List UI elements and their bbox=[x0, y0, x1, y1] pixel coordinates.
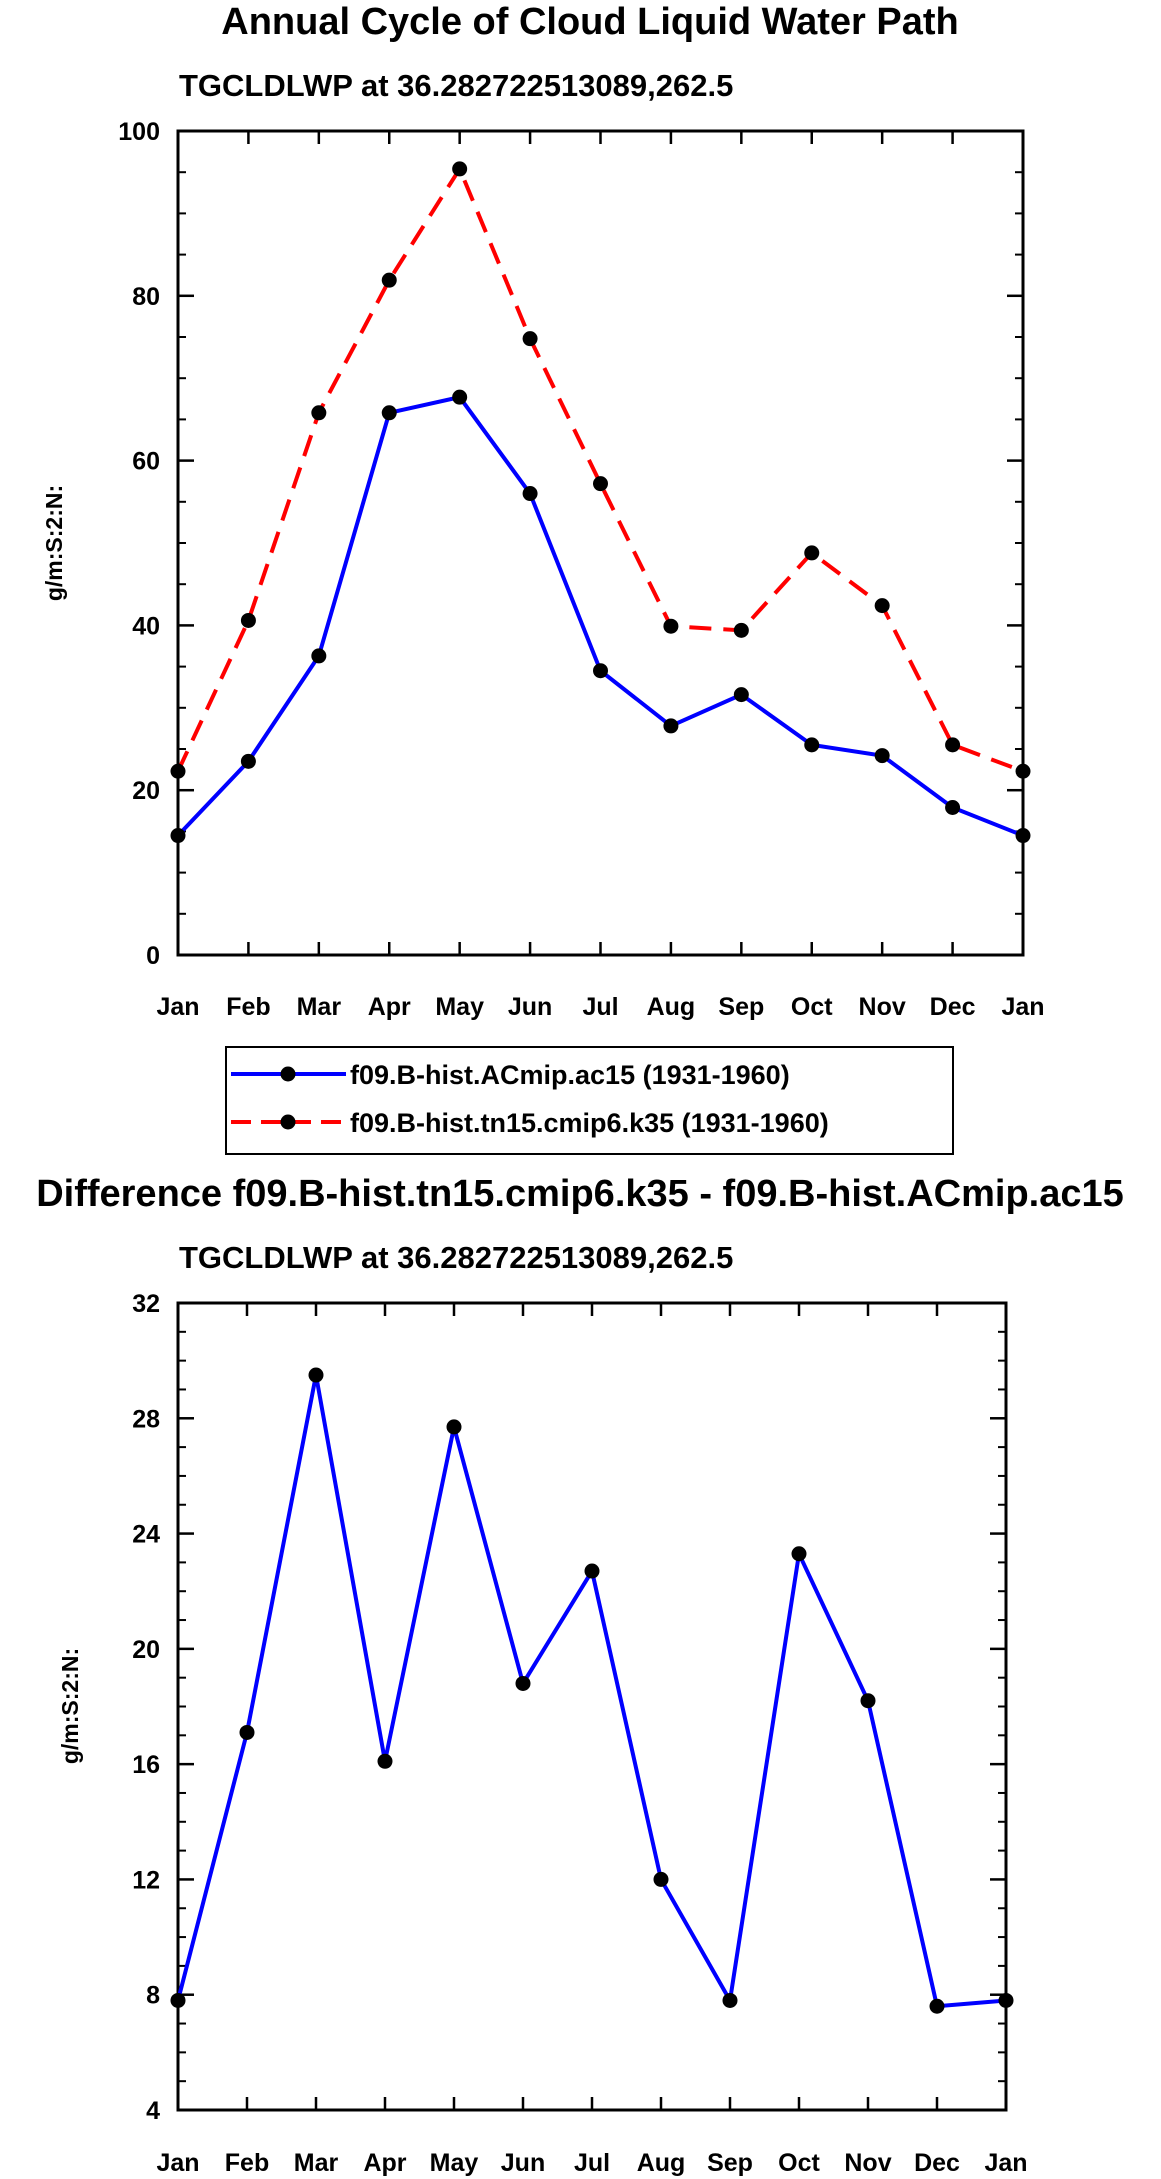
y-tick-label: 80 bbox=[132, 283, 160, 311]
series-line-2 bbox=[176, 164, 1024, 774]
data-point bbox=[311, 648, 327, 664]
data-point bbox=[593, 663, 608, 679]
y-tick-label: 60 bbox=[132, 448, 160, 476]
x-tick-label: Oct bbox=[778, 2149, 820, 2177]
data-point bbox=[653, 1871, 669, 1887]
x-tick-label: Mar bbox=[294, 2149, 339, 2177]
data-point bbox=[170, 763, 186, 779]
x-tick-label: Nov bbox=[844, 2149, 891, 2177]
data-point bbox=[663, 718, 679, 734]
chart-subtitle: TGCLDLWP at 36.282722513089,262.5 bbox=[179, 1240, 733, 1275]
y-tick-label: 12 bbox=[132, 1866, 160, 1894]
plot-frame bbox=[176, 1301, 1008, 2112]
data-point bbox=[804, 545, 820, 561]
x-tick-label: Dec bbox=[930, 993, 976, 1021]
y-tick-label: 100 bbox=[118, 118, 160, 146]
x-tick-label: Sep bbox=[718, 993, 764, 1021]
y-tick-label: 40 bbox=[132, 612, 160, 640]
x-tick-label: Jan bbox=[1001, 993, 1044, 1021]
data-point bbox=[722, 1992, 738, 2008]
data-point bbox=[381, 272, 397, 288]
data-point bbox=[311, 405, 327, 421]
data-point bbox=[381, 405, 397, 421]
x-tick-label: Nov bbox=[859, 993, 906, 1021]
data-point bbox=[584, 1563, 600, 1579]
x-tick-label: Aug bbox=[637, 2149, 686, 2177]
data-point bbox=[1015, 828, 1031, 844]
data-point bbox=[308, 1367, 324, 1383]
data-point bbox=[791, 1546, 807, 1562]
data-point bbox=[377, 1753, 393, 1769]
x-tick-label: Jan bbox=[156, 2149, 199, 2177]
figure-title: Annual Cycle of Cloud Liquid Water Path bbox=[221, 1, 959, 43]
data-point bbox=[170, 1992, 186, 2008]
data-point bbox=[452, 389, 468, 405]
data-point bbox=[733, 622, 749, 638]
legend-label: f09.B-hist.tn15.cmip6.k35 (1931-1960) bbox=[350, 1108, 829, 1138]
x-tick-label: Apr bbox=[363, 2149, 406, 2177]
x-tick-label: Oct bbox=[791, 993, 833, 1021]
data-point bbox=[860, 1693, 876, 1709]
data-point bbox=[522, 331, 538, 347]
x-tick-label: Aug bbox=[647, 993, 696, 1021]
x-tick-label: Jun bbox=[501, 2149, 545, 2177]
x-tick-label: May bbox=[435, 993, 484, 1021]
legend-label: f09.B-hist.ACmip.ac15 (1931-1960) bbox=[350, 1060, 790, 1090]
chart-subtitle: TGCLDLWP at 36.282722513089,262.5 bbox=[179, 68, 733, 103]
data-point bbox=[515, 1675, 531, 1691]
x-tick-label: Sep bbox=[707, 2149, 753, 2177]
data-point bbox=[240, 612, 256, 628]
data-point bbox=[945, 737, 961, 753]
data-point bbox=[446, 1419, 462, 1435]
x-tick-label: May bbox=[430, 2149, 479, 2177]
y-axis-label: g/m:S:2:N: bbox=[41, 485, 67, 601]
x-tick-label: Jun bbox=[508, 993, 552, 1021]
x-tick-label: Dec bbox=[914, 2149, 960, 2177]
y-tick-label: 0 bbox=[146, 942, 160, 970]
y-tick-label: 28 bbox=[132, 1405, 160, 1433]
data-point bbox=[240, 753, 256, 769]
data-point bbox=[663, 618, 679, 634]
data-point bbox=[945, 800, 961, 816]
data-point bbox=[998, 1992, 1014, 2008]
data-point bbox=[874, 598, 890, 614]
data-point bbox=[929, 1998, 945, 2014]
x-tick-label: Jul bbox=[574, 2149, 610, 2177]
y-tick-label: 8 bbox=[146, 1982, 160, 2010]
data-point bbox=[593, 476, 608, 492]
series-line-1 bbox=[176, 394, 1024, 838]
x-tick-label: Jul bbox=[582, 993, 618, 1021]
data-point bbox=[170, 828, 186, 844]
series-line-1 bbox=[176, 1374, 1007, 2009]
x-tick-label: Jan bbox=[984, 2149, 1027, 2177]
y-tick-label: 16 bbox=[132, 1751, 160, 1779]
y-tick-label: 32 bbox=[132, 1290, 160, 1318]
data-point bbox=[239, 1724, 255, 1740]
data-point bbox=[804, 737, 820, 753]
data-point bbox=[522, 486, 538, 502]
data-point bbox=[874, 748, 890, 764]
x-tick-label: Feb bbox=[226, 993, 270, 1021]
x-tick-label: Feb bbox=[225, 2149, 269, 2177]
y-tick-label: 20 bbox=[132, 1636, 160, 1664]
chart-title: Difference f09.B-hist.tn15.cmip6.k35 - f… bbox=[36, 1173, 1124, 1215]
plot-frame bbox=[176, 129, 1025, 957]
y-axis-label: g/m:S:2:N: bbox=[57, 1648, 83, 1764]
legend-box bbox=[225, 1046, 954, 1155]
x-tick-label: Apr bbox=[368, 993, 411, 1021]
data-point bbox=[733, 687, 749, 703]
legend-marker bbox=[280, 1114, 296, 1130]
data-point bbox=[452, 161, 468, 177]
x-tick-label: Jan bbox=[156, 993, 199, 1021]
legend-marker bbox=[280, 1066, 296, 1082]
y-tick-label: 24 bbox=[132, 1521, 160, 1549]
y-tick-label: 4 bbox=[146, 2097, 160, 2125]
y-tick-label: 20 bbox=[132, 777, 160, 805]
x-tick-label: Mar bbox=[297, 993, 342, 1021]
data-point bbox=[1015, 763, 1031, 779]
